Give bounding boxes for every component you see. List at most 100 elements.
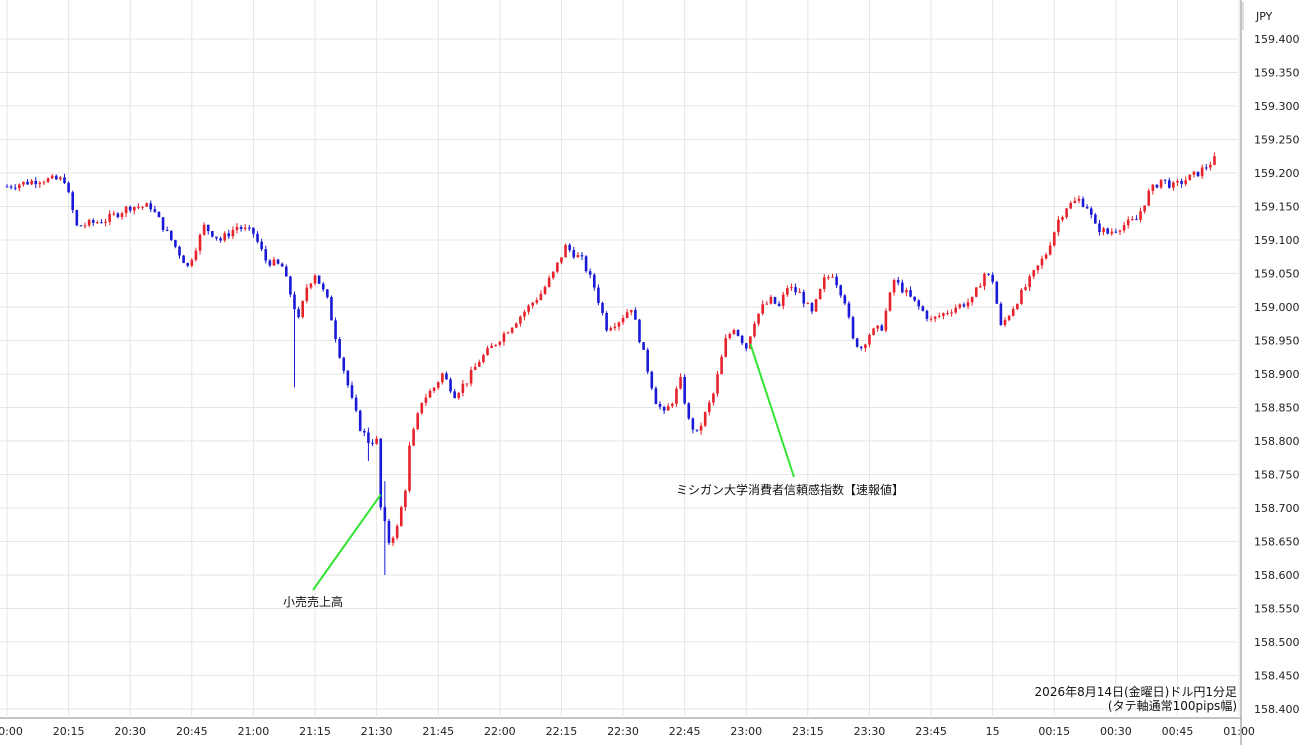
candle-body [18, 184, 21, 189]
candle-body [1098, 223, 1101, 233]
candle-body [905, 290, 908, 293]
price-tick-label: 159.050 [1254, 268, 1300, 281]
price-tick-label: 159.350 [1254, 67, 1300, 80]
candle-body [892, 280, 896, 293]
candle-body [864, 344, 867, 349]
candle-body [1143, 205, 1146, 212]
candle-body [1159, 179, 1163, 188]
candle-body [535, 300, 539, 303]
candle-body [937, 315, 941, 317]
candle-body [13, 187, 17, 189]
candle-body [638, 319, 641, 343]
candle-body [556, 262, 559, 272]
candle-body [749, 336, 752, 349]
candle-body [884, 310, 888, 331]
candle-body [54, 175, 58, 180]
candle-body [1052, 232, 1056, 246]
time-tick-label: 20:45 [176, 725, 208, 738]
candle-body [416, 413, 419, 430]
candle-body [157, 211, 161, 218]
candle-body [321, 283, 325, 290]
candle-body [514, 323, 518, 328]
candle-body [436, 382, 440, 388]
candle-body [1048, 245, 1052, 255]
candle-body [950, 312, 953, 314]
candle-body [9, 186, 13, 188]
candle-body [1200, 167, 1204, 177]
candle-body [342, 357, 346, 371]
time-tick-label: 01:00 [1223, 725, 1255, 738]
candle-body [412, 429, 415, 446]
candle-body [617, 322, 621, 327]
candle-body [925, 310, 929, 319]
candle-body [445, 373, 448, 380]
candle-body [547, 277, 551, 287]
candle-body [1040, 258, 1044, 266]
candle-body [243, 227, 247, 229]
candle-body [141, 206, 144, 208]
price-tick-label: 159.300 [1254, 100, 1300, 113]
candle-body [1061, 217, 1064, 220]
candle-body [428, 390, 432, 398]
candle-body [1057, 219, 1060, 233]
time-tick-label: 15 [986, 725, 1000, 738]
candle-body [761, 304, 764, 314]
candle-body [1081, 198, 1085, 207]
time-tick-label: 23:45 [915, 725, 947, 738]
candle-body [962, 304, 966, 307]
candle-body [1192, 171, 1196, 175]
chart-caption-line1: 2026年8月14日(金曜日)ドル円1分足 [1035, 684, 1237, 699]
price-tick-label: 158.950 [1254, 335, 1300, 348]
candle-body [629, 309, 633, 313]
candle-body [190, 259, 194, 266]
candle-body [675, 388, 678, 404]
candle-body [843, 295, 847, 304]
time-axis: 20:00 20:15 20:30 20:45 21:00 21:15 21:30 21:45… [0, 725, 1255, 738]
candle-body [929, 318, 933, 320]
candle-body [979, 286, 982, 288]
candle-body [326, 289, 329, 298]
price-tick-label: 159.150 [1254, 201, 1300, 214]
candle-body [1106, 228, 1109, 234]
candle-body [560, 257, 563, 263]
candle-body [137, 206, 140, 208]
candle-body [1184, 180, 1188, 184]
time-tick-label: 21:30 [361, 725, 393, 738]
candle-body [194, 250, 198, 260]
candle-body [1180, 180, 1183, 184]
candle-body [1073, 200, 1077, 204]
price-tick-label: 158.600 [1254, 569, 1300, 582]
candle-body [420, 402, 424, 414]
candle-body [576, 255, 580, 258]
candle-body [999, 303, 1003, 325]
candle-body [818, 288, 822, 300]
candle-body [1176, 180, 1179, 183]
candle-body [498, 341, 502, 345]
candle-body [695, 429, 699, 431]
candle-body [112, 213, 116, 215]
annotation-retail-sales: 小売売上高 [283, 594, 343, 609]
candle-body [933, 316, 937, 319]
candle-body [970, 296, 974, 303]
candle-body [798, 291, 801, 293]
candle-body [358, 410, 362, 431]
candle-body [987, 273, 990, 275]
candle-body [363, 430, 366, 433]
currency-label: JPY [1255, 10, 1273, 23]
candle-body [1151, 184, 1155, 191]
candle-body [289, 276, 292, 295]
candle-body [543, 286, 547, 294]
candle-body [613, 326, 617, 329]
candle-body [350, 385, 354, 398]
candle-body [1135, 219, 1138, 221]
candle-body [519, 316, 522, 324]
candle-body [124, 206, 128, 214]
candle-body [178, 246, 181, 256]
candle-body [1016, 304, 1019, 309]
annotations: 小売売上高 ミシガン大学消費者信頼感指数【速報値】 [283, 343, 904, 609]
candle-body [305, 287, 309, 301]
candle-body [67, 183, 70, 193]
candle-body [59, 177, 62, 180]
candle-body [679, 376, 682, 389]
candle-body [597, 287, 600, 303]
